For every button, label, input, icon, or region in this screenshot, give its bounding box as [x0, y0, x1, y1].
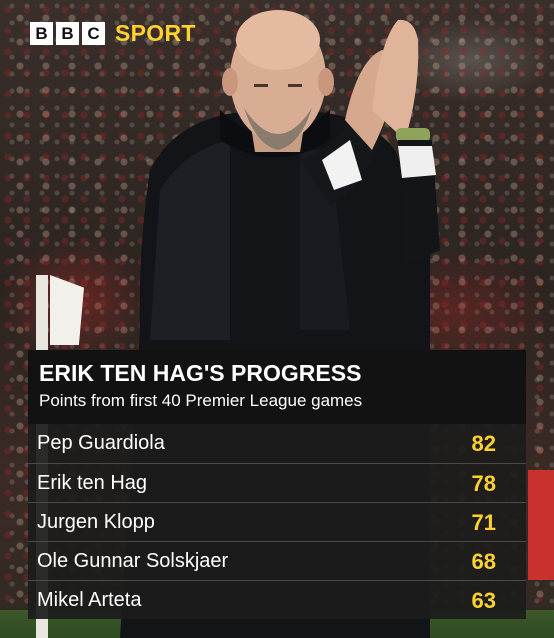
table-row: Jurgen Klopp 71 [28, 502, 526, 541]
table-row: Mikel Arteta 63 [28, 580, 526, 619]
chart-title: ERIK TEN HAG'S PROGRESS [39, 360, 362, 386]
bbc-logo-letter: B [30, 22, 53, 45]
table-header: ERIK TEN HAG'S PROGRESS Points from firs… [28, 350, 526, 424]
points-value: 82 [471, 431, 496, 456]
advertising-board [528, 470, 554, 580]
sport-wordmark: SPORT [115, 20, 196, 46]
points-value: 78 [471, 471, 496, 496]
manager-name: Ole Gunnar Solskjaer [37, 550, 229, 572]
points-value: 71 [471, 510, 496, 535]
corner-flag [50, 275, 84, 345]
bbc-sport-logo: B B C SPORT [30, 20, 196, 47]
points-value: 68 [471, 549, 496, 574]
bbc-logo-letter: B [56, 22, 79, 45]
table-rows: Pep Guardiola 82 Erik ten Hag 78 Jurgen Klop… [28, 424, 526, 619]
bbc-logo-letter: C [82, 22, 105, 45]
points-table: ERIK TEN HAG'S PROGRESS Points from firs… [28, 350, 526, 619]
chart-subtitle: Points from first 40 Premier League game… [39, 391, 363, 410]
manager-name: Jurgen Klopp [37, 511, 155, 533]
manager-name: Erik ten Hag [37, 472, 148, 494]
table-row: Ole Gunnar Solskjaer 68 [28, 541, 526, 580]
table-row: Pep Guardiola 82 [28, 424, 526, 463]
manager-name: Pep Guardiola [37, 432, 165, 454]
points-value: 63 [471, 588, 496, 613]
table-row: Erik ten Hag 78 [28, 463, 526, 502]
manager-name: Mikel Arteta [37, 589, 142, 611]
